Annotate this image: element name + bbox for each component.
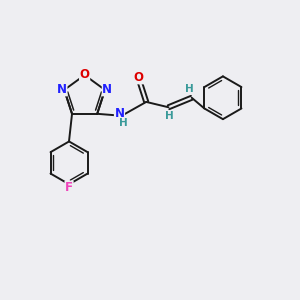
Text: N: N [115, 107, 124, 120]
Text: N: N [57, 83, 67, 96]
Text: H: H [119, 118, 128, 128]
Text: H: H [165, 111, 173, 121]
Text: O: O [134, 71, 144, 84]
Text: O: O [80, 68, 90, 81]
Text: F: F [65, 181, 73, 194]
Text: N: N [102, 83, 112, 96]
Text: H: H [185, 84, 194, 94]
